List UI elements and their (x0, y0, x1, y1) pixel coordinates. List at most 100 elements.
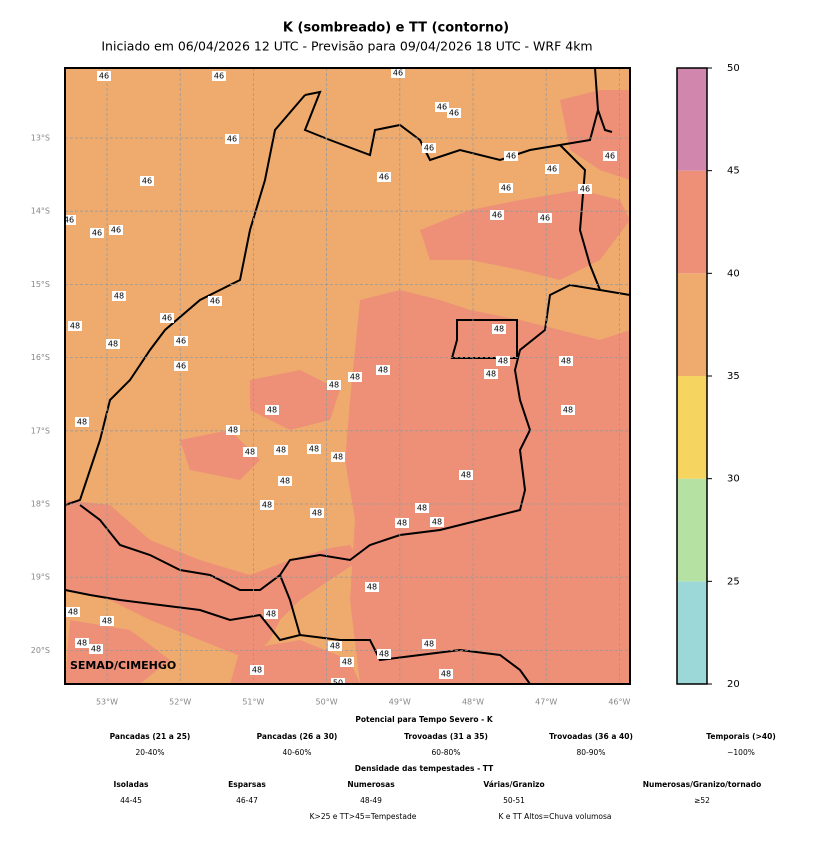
contour-label: 48 (68, 608, 78, 617)
legend-class: Temporais (>40) (706, 732, 776, 741)
contour-label-box (264, 609, 278, 619)
lon-label: 51°W (242, 698, 264, 707)
contour-label-box (422, 143, 436, 153)
contour-label-box (484, 369, 498, 379)
lat-label: 18°S (31, 500, 50, 509)
lat-label: 19°S (31, 573, 50, 582)
contour-label: 48 (252, 666, 262, 675)
contour-label-box (208, 296, 222, 306)
contour-label-box (328, 641, 342, 651)
contour-label: 48 (417, 504, 427, 513)
contour-label: 48 (114, 292, 124, 301)
contour-label-box (377, 172, 391, 182)
contour-label: 46 (210, 297, 220, 306)
contour-label-box (459, 470, 473, 480)
legend-range: 44-45 (120, 796, 142, 805)
contour-label: 46 (437, 103, 447, 112)
contour-label: 46 (111, 226, 121, 235)
contour-label-box (225, 134, 239, 144)
colorbar-segment (677, 68, 707, 171)
legend-class: Esparsas (228, 780, 266, 789)
contour-label: 48 (108, 340, 118, 349)
lon-label: 49°W (389, 698, 411, 707)
contour-label: 48 (379, 650, 389, 659)
contour-label: 48 (91, 645, 101, 654)
colorbar-segment (677, 376, 707, 479)
contour-label: 46 (99, 72, 109, 81)
contour-label: 46 (142, 177, 152, 186)
contour-label: 46 (424, 144, 434, 153)
contour-label-box (109, 225, 123, 235)
legend-note: K>25 e TT>45=Tempestade (310, 812, 417, 821)
contour-label: 48 (77, 639, 87, 648)
legend-title: Potencial para Tempo Severo - K (355, 715, 494, 724)
subtitle: Iniciado em 06/04/2026 12 UTC - Previsão… (101, 39, 592, 54)
lat-label: 15°S (31, 280, 50, 289)
contour-label-box (174, 361, 188, 371)
contour-label: 48 (245, 448, 255, 457)
colorbar-tick-label: 40 (727, 268, 740, 279)
contour-label-box (112, 291, 126, 301)
lat-label: 14°S (31, 207, 50, 216)
contour-label: 48 (267, 406, 277, 415)
lon-label: 46°W (608, 698, 630, 707)
contour-label: 48 (563, 406, 573, 415)
contour-label: 48 (342, 658, 352, 667)
lon-label: 52°W (169, 698, 191, 707)
lat-label: 13°S (31, 134, 50, 143)
contour-label: 48 (228, 426, 238, 435)
lat-label: 20°S (31, 646, 50, 655)
contour-label-box (430, 517, 444, 527)
contour-label: 46 (214, 72, 224, 81)
contour-label-box (504, 151, 518, 161)
contour-label-box (376, 365, 390, 375)
contour-label-box (274, 445, 288, 455)
high-k-regions (65, 90, 630, 684)
contour-label: 46 (449, 109, 459, 118)
contour-label: 46 (501, 184, 511, 193)
contour-label: 48 (333, 453, 343, 462)
contour-label: 46 (540, 214, 550, 223)
contour-label: 46 (162, 314, 172, 323)
contour-label: 48 (312, 509, 322, 518)
legend-note: K e TT Altos=Chuva volumosa (498, 812, 611, 821)
legend-class: Pancadas (26 a 30) (257, 732, 338, 741)
contour-label: 46 (506, 152, 516, 161)
contour-label-box (490, 210, 504, 220)
contour-label-box (250, 665, 264, 675)
contour-label: 48 (397, 519, 407, 528)
contour-label-box (174, 336, 188, 346)
legend-class: Pancadas (21 a 25) (110, 732, 191, 741)
contour-label-box (97, 71, 111, 81)
contour-label-box (365, 582, 379, 592)
lon-label: 48°W (462, 698, 484, 707)
legend-range: 50-51 (503, 796, 525, 805)
contour-label-box (331, 452, 345, 462)
contour-label-box (226, 425, 240, 435)
contour-label-box (348, 372, 362, 382)
contour-label-box (89, 644, 103, 654)
contour-label-box (260, 500, 274, 510)
lat-label: 17°S (31, 426, 50, 435)
contour-label-box (377, 649, 391, 659)
contour-label-box (65, 215, 76, 225)
contour-label-box (278, 476, 292, 486)
contour-label-box (265, 405, 279, 415)
contour-label-box (331, 678, 345, 684)
contour-label: 46 (580, 185, 590, 194)
title: K (sombreado) e TT (contorno) (283, 21, 509, 36)
contour-label-box (447, 108, 461, 118)
colorbar-segment (677, 273, 707, 376)
colorbar-segment (677, 170, 707, 274)
contour-label-box (395, 518, 409, 528)
map-axes: 53°W 52°W 51°W 50°W 49°W 48°W 47°W 46°W 13°S 14°S… (31, 134, 631, 707)
lon-label: 50°W (316, 698, 338, 707)
legend-range: ≥52 (694, 796, 710, 805)
contour-label-box (75, 638, 89, 648)
map-frame (64, 67, 631, 685)
contour-label-box (439, 669, 453, 679)
legend-class: Numerosas (347, 780, 395, 789)
contour-label: 48 (486, 370, 496, 379)
